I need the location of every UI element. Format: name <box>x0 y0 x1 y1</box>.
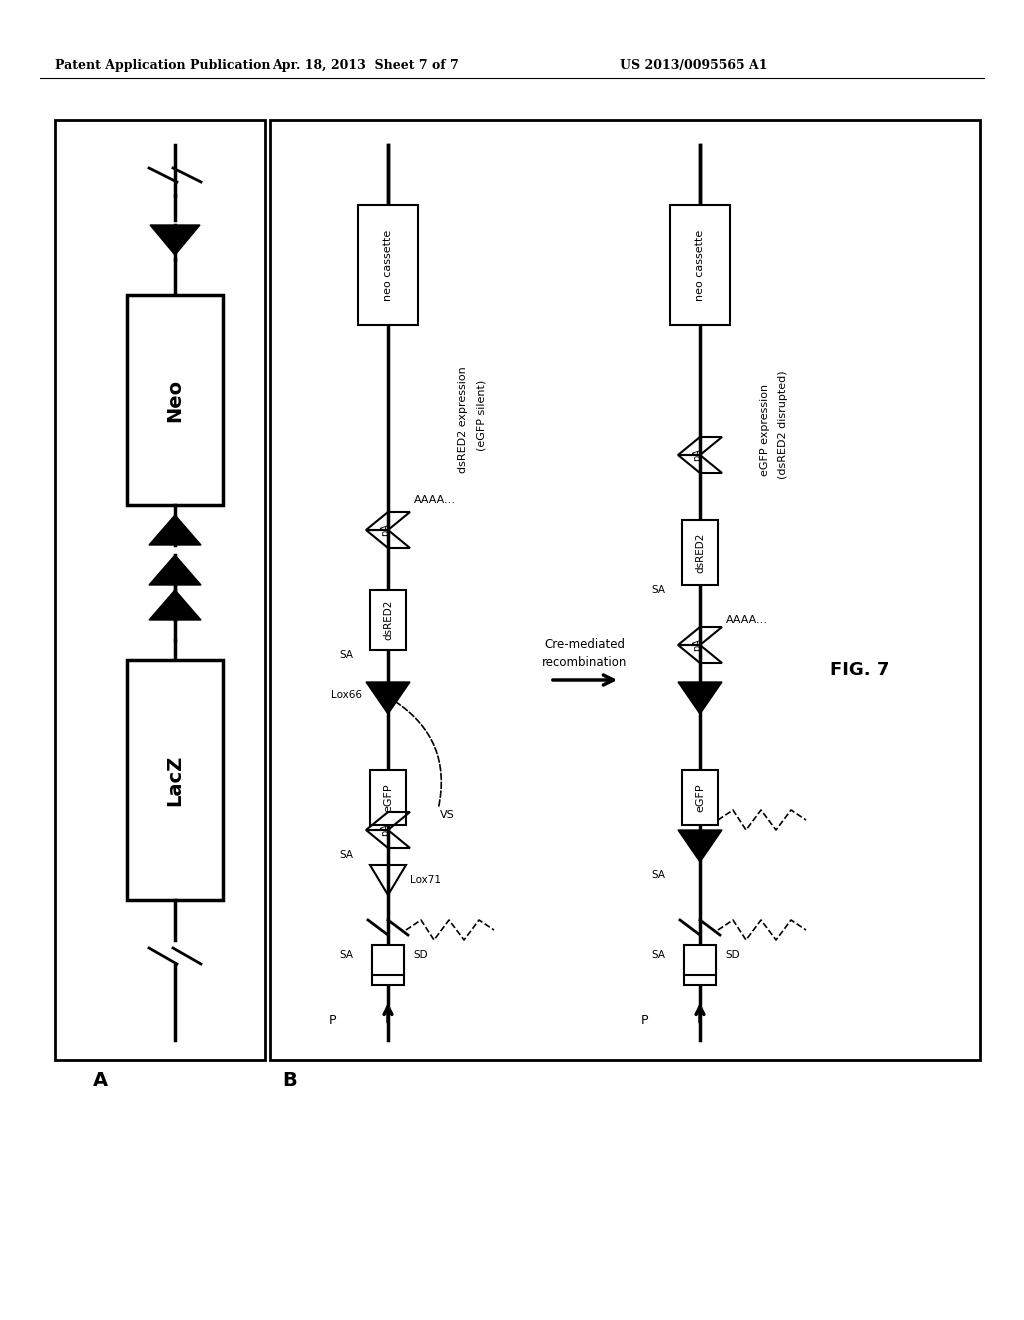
Text: recombination: recombination <box>543 656 628 668</box>
Text: Neo: Neo <box>166 379 184 421</box>
Text: SA: SA <box>651 870 665 880</box>
Bar <box>372 945 404 975</box>
Text: Patent Application Publication: Patent Application Publication <box>55 58 270 71</box>
Text: B: B <box>283 1071 297 1089</box>
Text: SD: SD <box>685 950 699 960</box>
Text: eGFP: eGFP <box>383 783 393 812</box>
Bar <box>670 205 730 325</box>
Text: dsRED2: dsRED2 <box>383 599 393 640</box>
Text: neo cassette: neo cassette <box>383 230 393 301</box>
Bar <box>684 954 716 985</box>
Text: FIG. 7: FIG. 7 <box>830 661 890 678</box>
Text: (eGFP silent): (eGFP silent) <box>476 379 486 450</box>
Polygon shape <box>678 682 722 714</box>
Text: (dsRED2 disrupted): (dsRED2 disrupted) <box>778 371 788 479</box>
Text: pA: pA <box>692 449 702 462</box>
Text: P: P <box>641 1014 649 1027</box>
Polygon shape <box>366 682 410 714</box>
Text: dsRED2: dsRED2 <box>695 532 705 573</box>
Polygon shape <box>150 590 201 620</box>
Text: pA: pA <box>692 639 702 652</box>
Text: VS: VS <box>440 810 455 820</box>
Text: SD: SD <box>725 950 739 960</box>
Text: SA: SA <box>339 950 353 960</box>
Text: neo cassette: neo cassette <box>695 230 705 301</box>
Bar <box>370 590 406 649</box>
Bar <box>370 770 406 825</box>
Bar <box>682 520 718 585</box>
Text: SA: SA <box>339 850 353 861</box>
Text: P: P <box>330 1014 337 1027</box>
Text: SA: SA <box>651 950 665 960</box>
Text: pA: pA <box>380 824 390 837</box>
Polygon shape <box>678 830 722 862</box>
Text: SD: SD <box>373 950 387 960</box>
Text: Lox71: Lox71 <box>410 875 441 884</box>
Text: SA: SA <box>651 585 665 595</box>
Text: AAAA...: AAAA... <box>726 615 768 624</box>
Bar <box>372 954 404 985</box>
Text: LacZ: LacZ <box>166 754 184 805</box>
Bar <box>55 120 265 1060</box>
Text: Apr. 18, 2013  Sheet 7 of 7: Apr. 18, 2013 Sheet 7 of 7 <box>271 58 459 71</box>
Text: US 2013/0095565 A1: US 2013/0095565 A1 <box>620 58 768 71</box>
Text: Cre-mediated: Cre-mediated <box>545 639 626 652</box>
Polygon shape <box>150 224 200 255</box>
Bar <box>127 660 223 900</box>
Bar <box>682 770 718 825</box>
Text: Lox66: Lox66 <box>331 690 362 700</box>
Polygon shape <box>150 515 201 545</box>
Text: dsRED2 expression: dsRED2 expression <box>458 367 468 474</box>
Text: pA: pA <box>380 524 390 536</box>
Bar <box>127 294 223 506</box>
Bar <box>358 205 418 325</box>
Text: eGFP: eGFP <box>695 783 705 812</box>
Bar <box>684 945 716 975</box>
Text: AAAA...: AAAA... <box>414 495 456 506</box>
Text: eGFP expression: eGFP expression <box>760 384 770 477</box>
Polygon shape <box>150 554 201 585</box>
Text: SA: SA <box>339 649 353 660</box>
Text: SD: SD <box>413 950 428 960</box>
Bar <box>270 120 980 1060</box>
Text: A: A <box>92 1071 108 1089</box>
